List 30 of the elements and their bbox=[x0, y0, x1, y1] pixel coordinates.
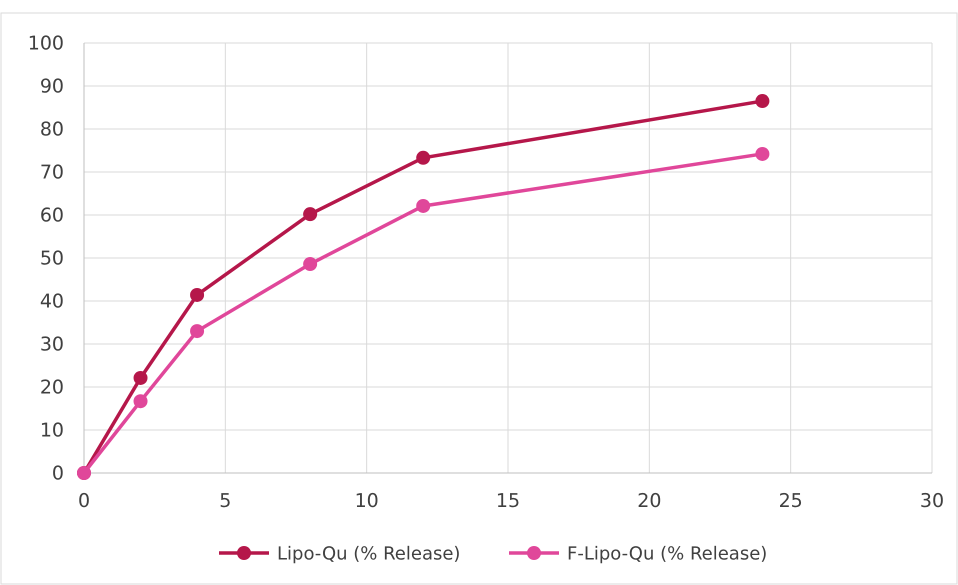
y-tick-label: 10 bbox=[40, 420, 64, 442]
point bbox=[303, 207, 318, 222]
point bbox=[134, 394, 148, 408]
point bbox=[190, 324, 204, 338]
y-tick-label: 60 bbox=[40, 204, 64, 227]
x-tick-label: 0 bbox=[78, 490, 90, 512]
point bbox=[416, 198, 430, 213]
y-tick-label: 70 bbox=[40, 162, 64, 184]
y-tick-label: 50 bbox=[40, 248, 64, 270]
point bbox=[755, 146, 770, 161]
y-tick-label: 0 bbox=[52, 462, 64, 485]
point bbox=[190, 288, 204, 302]
legend-label: F-Lipo-Qu (% Release) bbox=[567, 543, 768, 564]
legend-label: Lipo-Qu (% Release) bbox=[277, 543, 460, 564]
x-tick-label: 20 bbox=[637, 490, 662, 512]
x-tick-label: 15 bbox=[496, 490, 520, 512]
x-tick-label: 25 bbox=[778, 490, 803, 512]
point bbox=[755, 94, 770, 108]
y-tick-label: 40 bbox=[40, 290, 64, 313]
point bbox=[303, 257, 318, 272]
y-tick-label: 90 bbox=[40, 76, 64, 98]
x-tick-label: 30 bbox=[920, 490, 944, 512]
y-tick-label: 30 bbox=[40, 334, 64, 356]
y-tick-label: 20 bbox=[40, 376, 64, 399]
point bbox=[134, 370, 148, 385]
y-tick-label: 80 bbox=[40, 118, 64, 141]
point bbox=[416, 150, 430, 165]
x-tick-label: 10 bbox=[354, 490, 379, 512]
y-tick-label: 100 bbox=[28, 32, 64, 55]
x-tick-label: 5 bbox=[219, 490, 232, 512]
